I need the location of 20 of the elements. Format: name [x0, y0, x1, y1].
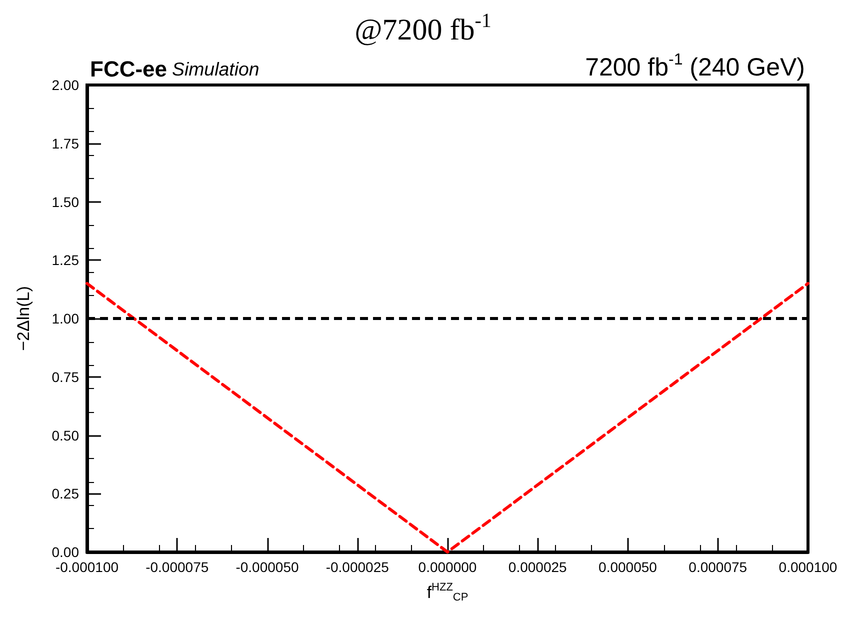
y-tick-label: 0.50	[52, 427, 80, 444]
x-tick-label: -0.000100	[55, 559, 119, 575]
x-tick-label: 0.000025	[508, 559, 568, 575]
x-tick-label: -0.000075	[146, 559, 209, 575]
x-tick-label: 0.000100	[778, 559, 838, 575]
x-tick-label: -0.000050	[236, 559, 299, 575]
y-tick-label: 2.00	[52, 77, 80, 93]
x-tick-label: 0.000050	[598, 559, 658, 575]
y-tick-label: 1.50	[52, 194, 80, 210]
y-tick-label: 1.25	[52, 252, 80, 268]
text: FCC-ee Simulation	[90, 56, 260, 82]
x-tick-label: -0.000025	[326, 559, 390, 575]
y-tick-label: 0.25	[52, 486, 80, 502]
x-tick-label: 0.000000	[418, 559, 477, 575]
y-tick-label: 1.75	[52, 135, 80, 152]
y-axis-title: −2Δln(L)	[14, 286, 33, 351]
y-tick-label: 1.00	[52, 310, 80, 326]
y-tick-label: 0.00	[52, 544, 80, 560]
x-tick-label: 0.000075	[688, 559, 748, 575]
y-tick-label: 0.75	[52, 368, 80, 385]
